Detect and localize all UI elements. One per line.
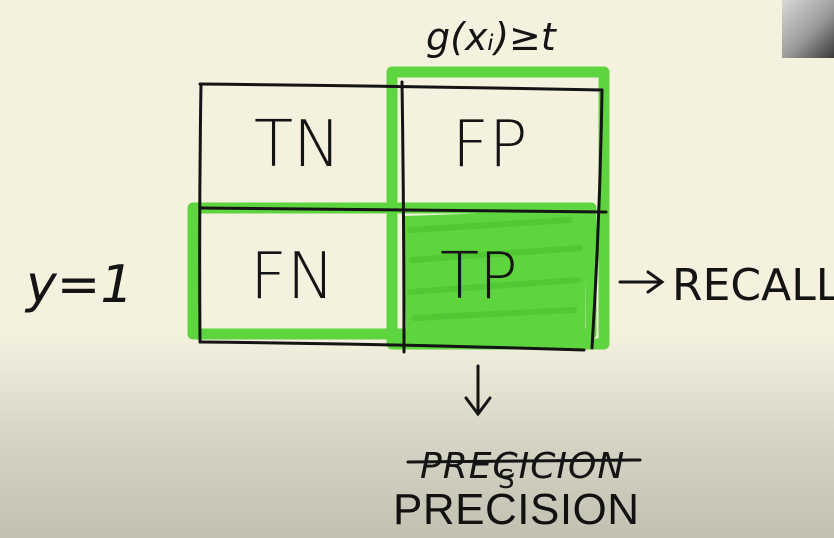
precision-arrow [464,364,492,417]
cell-label-tn: TN [254,108,341,182]
webcam-thumbnail [782,0,834,58]
actual-positive-highlight [187,202,597,340]
cell-label-fn: FN [250,240,335,314]
precision-misspelled-label: PRECICION [420,446,625,487]
matrix-grid [198,80,608,354]
tp-cell-scribble [407,217,583,321]
cell-label-fp: FP [452,108,527,182]
row-label-y-equals-1: y=1 [24,255,133,315]
cell-label-tp: TP [440,240,518,314]
precision-correction-letter: S [498,465,515,495]
threshold-condition-label: g(xᵢ)≥t [426,15,558,59]
recall-arrow [618,270,665,294]
strikethrough-line [406,458,642,464]
recall-label: RECALL [672,260,834,311]
tp-cell-fill [404,210,586,336]
precision-typed-label: PRECISION [393,485,640,534]
